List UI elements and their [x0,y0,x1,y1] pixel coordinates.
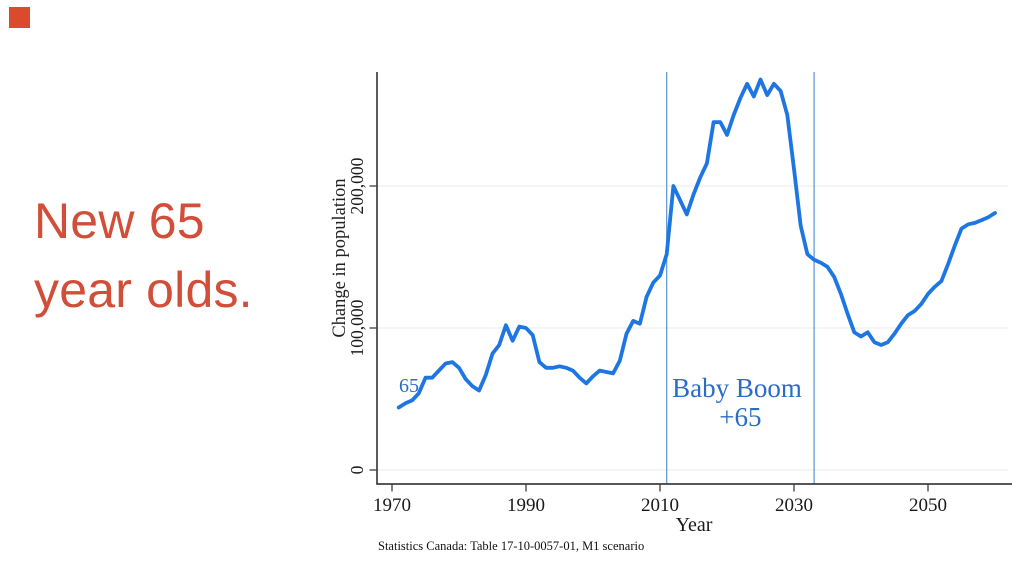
ytick-label-0: 0 [347,465,367,474]
slide-accent-square [9,7,30,28]
slide-title: New 65 year olds. [34,187,253,325]
baby-boom-annotation-line2: +65 [719,402,761,432]
gridlines [377,185,1008,471]
slide-title-line2: year olds. [34,262,253,318]
xtick-label-1970: 1970 [373,495,411,516]
baby-boom-annotation-line1: Baby Boom [672,373,802,403]
y-axis-title: Change in population [330,178,350,337]
xtick-label-2030: 2030 [775,495,813,516]
xtick-label-1990: 1990 [507,495,545,516]
x-axis-title: Year [676,514,713,536]
y-axis [369,72,378,484]
x-axis [376,483,1012,492]
xtick-label-2050: 2050 [909,495,947,516]
baby-boom-annotation: Baby Boom +65 [672,373,809,432]
series-line [396,77,997,410]
ytick-label-100k: 100,000 [347,299,367,356]
series-start-label: 65 [399,375,419,397]
slide-title-line1: New 65 [34,193,205,249]
xtick-label-2010: 2010 [641,495,679,516]
ytick-label-200k: 200,000 [347,157,367,214]
source-note: Statistics Canada: Table 17-10-0057-01, … [378,539,644,553]
